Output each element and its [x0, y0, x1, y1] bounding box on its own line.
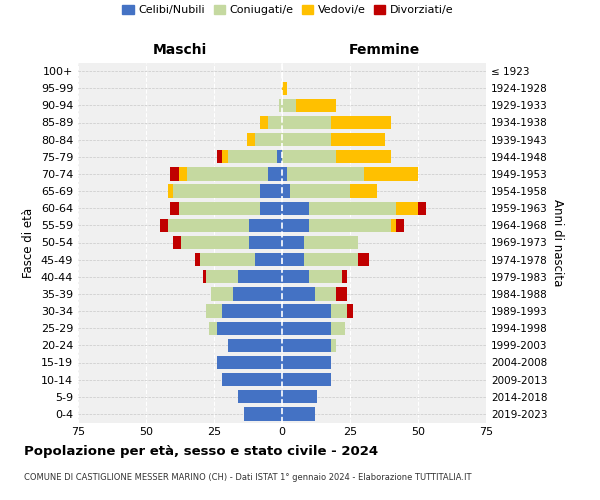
Text: Femmine: Femmine: [349, 44, 419, 58]
Y-axis label: Fasce di età: Fasce di età: [22, 208, 35, 278]
Bar: [260, 184, 282, 198]
Bar: [304, 236, 358, 249]
Bar: [282, 202, 309, 215]
Bar: [282, 150, 337, 164]
Bar: [222, 304, 282, 318]
Bar: [282, 270, 309, 283]
Bar: [282, 287, 314, 300]
Bar: [282, 407, 314, 420]
Text: Maschi: Maschi: [153, 44, 207, 58]
Bar: [296, 98, 337, 112]
Bar: [211, 287, 233, 300]
Bar: [206, 304, 222, 318]
Bar: [282, 322, 331, 335]
Bar: [233, 287, 282, 300]
Bar: [268, 167, 282, 180]
Bar: [350, 184, 377, 198]
Bar: [173, 236, 181, 249]
Bar: [290, 184, 350, 198]
Bar: [238, 270, 282, 283]
Bar: [168, 184, 173, 198]
Bar: [217, 356, 282, 369]
Bar: [282, 338, 331, 352]
Bar: [168, 218, 250, 232]
Bar: [391, 218, 396, 232]
Bar: [331, 338, 337, 352]
Bar: [331, 322, 344, 335]
Bar: [282, 82, 287, 95]
Bar: [222, 373, 282, 386]
Bar: [200, 253, 255, 266]
Text: COMUNE DI CASTIGLIONE MESSER MARINO (CH) - Dati ISTAT 1° gennaio 2024 - Elaboraz: COMUNE DI CASTIGLIONE MESSER MARINO (CH)…: [24, 472, 472, 482]
Bar: [244, 407, 282, 420]
Bar: [181, 236, 250, 249]
Legend: Celibi/Nubili, Coniugati/e, Vedovi/e, Divorziati/e: Celibi/Nubili, Coniugati/e, Vedovi/e, Di…: [118, 0, 458, 20]
Bar: [309, 202, 396, 215]
Bar: [179, 167, 187, 180]
Bar: [282, 184, 290, 198]
Bar: [418, 202, 426, 215]
Bar: [217, 150, 222, 164]
Bar: [250, 236, 282, 249]
Bar: [247, 133, 255, 146]
Bar: [358, 253, 369, 266]
Bar: [195, 253, 200, 266]
Bar: [309, 270, 342, 283]
Bar: [250, 218, 282, 232]
Bar: [255, 133, 282, 146]
Bar: [347, 304, 353, 318]
Bar: [337, 287, 347, 300]
Y-axis label: Anni di nascita: Anni di nascita: [551, 199, 564, 286]
Bar: [187, 167, 268, 180]
Bar: [227, 150, 277, 164]
Bar: [396, 218, 404, 232]
Bar: [260, 116, 268, 129]
Bar: [227, 338, 282, 352]
Bar: [282, 390, 317, 404]
Bar: [282, 236, 304, 249]
Bar: [364, 167, 418, 180]
Bar: [260, 202, 282, 215]
Bar: [179, 202, 260, 215]
Bar: [282, 98, 296, 112]
Bar: [255, 253, 282, 266]
Bar: [206, 270, 238, 283]
Bar: [314, 287, 337, 300]
Bar: [396, 202, 418, 215]
Bar: [287, 167, 364, 180]
Bar: [268, 116, 282, 129]
Bar: [282, 133, 331, 146]
Bar: [173, 184, 260, 198]
Bar: [282, 356, 331, 369]
Bar: [160, 218, 168, 232]
Bar: [279, 98, 282, 112]
Bar: [331, 304, 347, 318]
Bar: [282, 167, 287, 180]
Bar: [282, 218, 309, 232]
Bar: [331, 116, 391, 129]
Bar: [309, 218, 391, 232]
Bar: [337, 150, 391, 164]
Bar: [170, 202, 179, 215]
Text: Popolazione per età, sesso e stato civile - 2024: Popolazione per età, sesso e stato civil…: [24, 445, 378, 458]
Bar: [277, 150, 282, 164]
Bar: [282, 253, 304, 266]
Bar: [222, 150, 227, 164]
Bar: [282, 116, 331, 129]
Bar: [170, 167, 179, 180]
Bar: [304, 253, 358, 266]
Bar: [282, 304, 331, 318]
Bar: [209, 322, 217, 335]
Bar: [203, 270, 206, 283]
Bar: [238, 390, 282, 404]
Bar: [331, 133, 385, 146]
Bar: [342, 270, 347, 283]
Bar: [282, 373, 331, 386]
Bar: [217, 322, 282, 335]
